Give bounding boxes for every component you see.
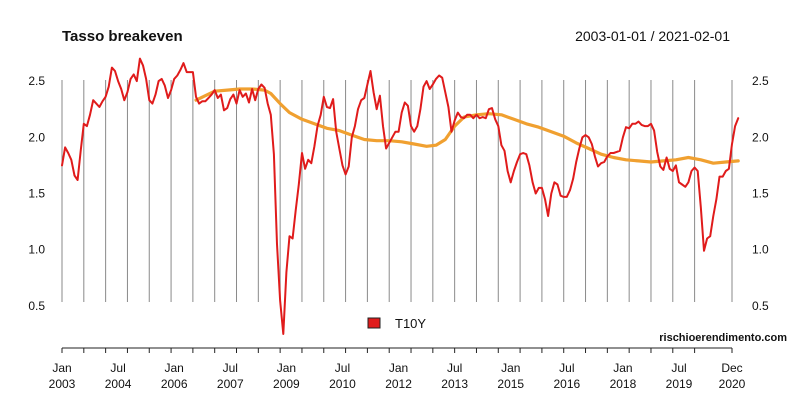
x-tick-year: 2007 xyxy=(217,377,244,391)
x-tick-year: 2019 xyxy=(666,377,693,391)
x-axis: Jan 2003 Jul 2004 Jan 2006 Jul 2007 Jan 2009 Jul 20… xyxy=(49,347,746,391)
x-tick-month: Jan xyxy=(389,361,408,375)
y-tick-label-right: 1.5 xyxy=(752,187,769,201)
legend-swatch-t10y xyxy=(367,317,381,329)
series-line-t10y xyxy=(61,57,740,335)
x-tick-month: Jan xyxy=(613,361,632,375)
legend-label-t10y: T10Y xyxy=(395,316,426,331)
y-tick-label-right: 1.0 xyxy=(752,243,769,257)
y-tick-label-right: 2.0 xyxy=(752,130,769,144)
y-tick-label-left: 1.5 xyxy=(28,187,45,201)
series-line-trend xyxy=(194,87,740,165)
x-tick-year: 2016 xyxy=(553,377,580,391)
y-axes: 0.5 0.5 1.0 1.0 1.5 1.5 2.0 2.0 2.5 2.5 xyxy=(28,74,769,313)
x-tick-year: 2018 xyxy=(610,377,637,391)
x-tick-year: 2012 xyxy=(385,377,412,391)
x-tick-month: Jan xyxy=(501,361,520,375)
x-tick-month: Jul xyxy=(447,361,462,375)
legend: T10Y xyxy=(367,316,426,331)
gridlines xyxy=(61,80,733,302)
x-tick-month: Jul xyxy=(671,361,686,375)
x-tick-month: Jul xyxy=(335,361,350,375)
y-tick-label-left: 2.5 xyxy=(28,74,45,88)
series-lines xyxy=(61,57,740,335)
x-tick-year: 2009 xyxy=(273,377,300,391)
x-tick-month: Jan xyxy=(277,361,296,375)
date-range: 2003-01-01 / 2021-02-01 xyxy=(575,28,730,44)
x-tick-year: 2003 xyxy=(49,377,76,391)
x-tick-year: 2013 xyxy=(441,377,468,391)
y-tick-label-left: 2.0 xyxy=(28,130,45,144)
x-tick-year: 2004 xyxy=(105,377,132,391)
x-tick-month: Dec xyxy=(721,361,742,375)
x-tick-month: Jul xyxy=(559,361,574,375)
x-tick-month: Jan xyxy=(52,361,71,375)
x-tick-year: 2010 xyxy=(329,377,356,391)
x-tick-month: Jul xyxy=(110,361,125,375)
x-tick-year: 2006 xyxy=(161,377,188,391)
y-tick-label-right: 0.5 xyxy=(752,299,769,313)
chart-title: Tasso breakeven xyxy=(62,28,183,45)
y-tick-label-left: 1.0 xyxy=(28,243,45,257)
x-tick-year: 2015 xyxy=(497,377,524,391)
y-tick-label-left: 0.5 xyxy=(28,299,45,313)
x-tick-year: 2020 xyxy=(719,377,746,391)
x-tick-month: Jan xyxy=(165,361,184,375)
y-tick-label-right: 2.5 xyxy=(752,74,769,88)
x-tick-month: Jul xyxy=(223,361,238,375)
source-label: rischioerendimento.com xyxy=(659,332,787,344)
